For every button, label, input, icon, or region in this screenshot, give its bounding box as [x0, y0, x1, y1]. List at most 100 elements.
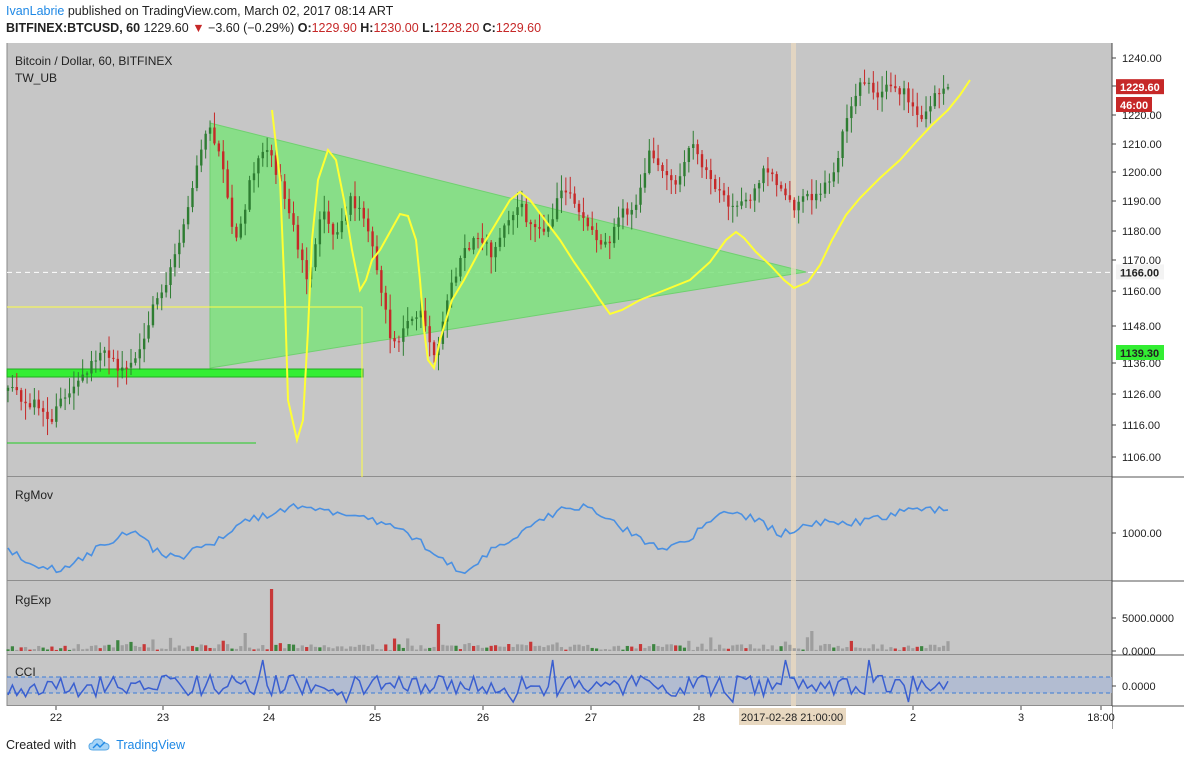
candle-body: [678, 176, 682, 185]
candle-body: [450, 282, 453, 301]
time-axis-background: [7, 706, 1112, 729]
candle: [116, 350, 120, 388]
rgexp-bar: [660, 646, 665, 651]
candle-body: [72, 386, 76, 394]
candle-body: [749, 199, 752, 201]
rgexp-bar: [608, 649, 612, 651]
rgexp-bar: [463, 644, 467, 651]
rgexp-bar: [349, 646, 353, 651]
candle-body: [432, 342, 436, 356]
candle-body: [626, 208, 629, 215]
candle: [766, 157, 770, 187]
last-price: 1229.60: [143, 21, 189, 35]
rgexp-bar: [577, 644, 581, 651]
candle: [582, 197, 585, 231]
rgexp-bar: [529, 641, 533, 651]
rgexp-bar: [221, 640, 225, 651]
candle: [929, 95, 932, 124]
rgexp-bar: [674, 645, 678, 651]
rgexp-bar: [814, 649, 818, 651]
candle-body: [204, 133, 207, 150]
y-tick-label: 1210.00: [1122, 139, 1162, 151]
rgexp-bar: [98, 648, 102, 651]
rgexp-bar: [195, 647, 199, 651]
candle-body: [164, 285, 168, 293]
tw-ub-yellow-line: [271, 79, 971, 444]
rgexp-bar: [32, 649, 36, 651]
rgexp-bar: [638, 644, 643, 651]
candle-body: [885, 84, 888, 92]
rgexp-bar: [392, 638, 397, 651]
candle-body: [99, 352, 102, 361]
candle-body: [138, 349, 141, 359]
candle: [819, 183, 822, 202]
candle-body: [551, 219, 554, 227]
rgexp-bar: [717, 644, 722, 651]
candle-body: [283, 181, 286, 199]
candle: [665, 159, 669, 191]
candle: [112, 349, 115, 362]
rgexp-bar: [186, 646, 190, 651]
close-value: 1229.60: [495, 21, 542, 35]
candle-body: [424, 310, 427, 327]
candle-body: [81, 374, 84, 381]
candle: [678, 163, 682, 193]
candle-body: [692, 144, 695, 148]
candle: [555, 182, 559, 222]
candle: [894, 74, 897, 93]
candle: [134, 352, 137, 366]
candle-body: [265, 150, 269, 152]
candle-body: [599, 240, 603, 245]
rgexp-bar: [239, 646, 243, 651]
rgexp-bar: [515, 644, 520, 651]
rgexp-bar: [357, 644, 362, 651]
rgexp-bar: [770, 645, 774, 651]
low-label: L:: [422, 21, 434, 35]
rgexp-bar: [190, 645, 195, 651]
candle-body: [230, 197, 234, 227]
candle-body: [226, 169, 229, 198]
candle: [265, 137, 269, 168]
candle: [252, 162, 256, 193]
candle: [858, 77, 862, 106]
candle-body: [656, 158, 660, 166]
candle-body: [485, 242, 488, 244]
rgexp-bar: [704, 649, 709, 651]
rgexp-bar: [946, 641, 950, 651]
rgmov-line: [7, 502, 949, 575]
rgexp-bar: [581, 646, 586, 651]
rgexp-bar: [867, 648, 871, 651]
candle-body: [634, 204, 638, 210]
rgexp-bar: [23, 647, 28, 651]
candle-body: [498, 237, 502, 247]
down-arrow-icon: ▼: [192, 21, 205, 35]
candle: [595, 222, 598, 253]
candle: [626, 202, 629, 226]
rgexp-bar: [322, 645, 326, 651]
candle-body: [402, 328, 405, 342]
candle-body: [406, 320, 409, 329]
y-tick-label: 1180.00: [1122, 226, 1161, 238]
candle-body: [898, 88, 901, 95]
candle-body: [731, 205, 734, 207]
candle: [907, 82, 910, 113]
rgexp-bar: [832, 647, 836, 651]
candle: [366, 208, 370, 243]
candle-body: [700, 154, 704, 168]
candle: [709, 158, 713, 195]
candle-body: [15, 387, 18, 391]
candle: [507, 210, 510, 235]
rgexp-bar: [67, 649, 72, 651]
candle: [916, 92, 919, 128]
rgexp-bar: [50, 646, 54, 651]
x-tick-label: 2: [910, 712, 916, 724]
rgexp-bar: [111, 647, 116, 651]
candle-body: [375, 246, 379, 271]
author-link[interactable]: IvanLabrie: [6, 4, 65, 18]
tradingview-link[interactable]: TradingView: [116, 738, 185, 752]
candle: [121, 351, 124, 379]
rgexp-bar: [450, 645, 454, 651]
rgexp-bar: [788, 644, 792, 651]
candle: [872, 71, 875, 100]
